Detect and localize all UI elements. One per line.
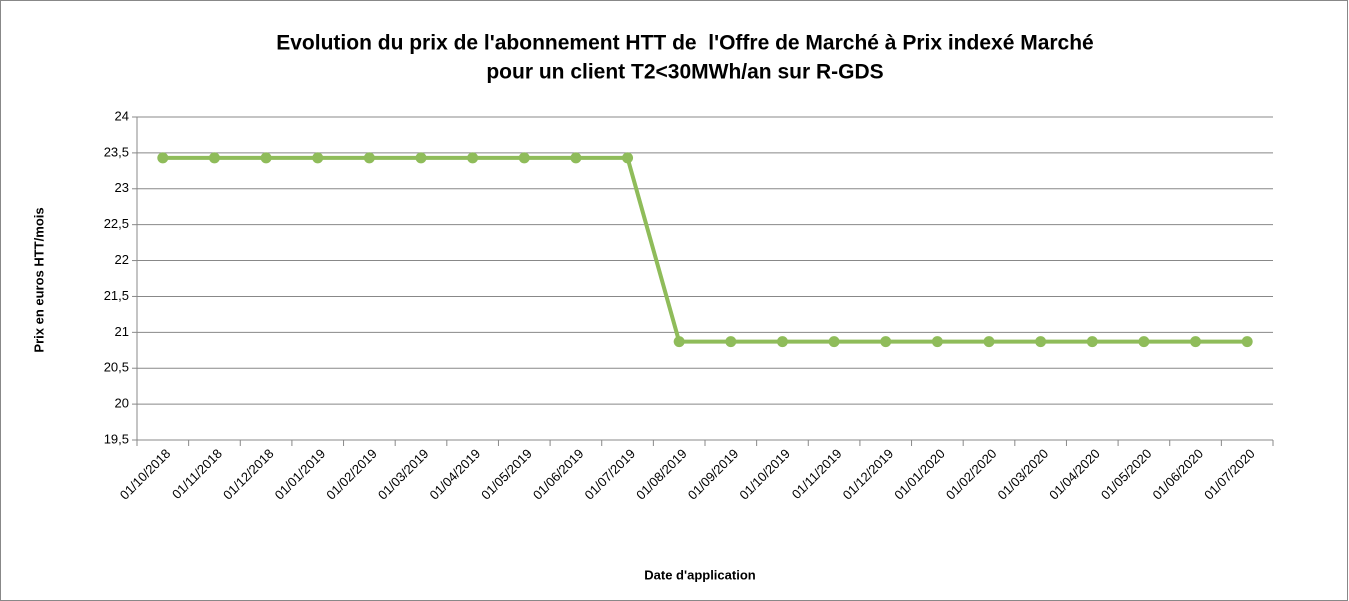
data-point <box>467 152 479 164</box>
data-point <box>415 152 427 164</box>
data-point <box>312 152 324 164</box>
data-point <box>673 336 685 348</box>
data-point <box>157 152 169 164</box>
y-axis-title: Prix en euros HTT/mois <box>31 207 46 352</box>
data-point <box>1086 336 1098 348</box>
chart-title: Evolution du prix de l'abonnement HTT de… <box>276 32 1093 55</box>
y-tick-label: 23,5 <box>104 144 129 159</box>
y-tick-label: 19,5 <box>104 431 129 446</box>
x-axis-title: Date d'application <box>644 567 755 582</box>
y-tick-label: 22 <box>115 252 129 267</box>
y-tick-label: 20 <box>115 396 129 411</box>
series-line <box>162 155 1248 344</box>
y-tick-label: 24 <box>115 108 129 123</box>
data-point <box>1190 336 1202 348</box>
y-tick-label: 21 <box>115 324 129 339</box>
y-tick-label: 23 <box>115 180 129 195</box>
chart-title: pour un client T2<30MWh/an sur R-GDS <box>486 61 883 84</box>
data-point <box>570 152 582 164</box>
data-point <box>725 336 737 348</box>
y-tick-label: 22,5 <box>104 216 129 231</box>
data-point <box>983 336 995 348</box>
data-point <box>1138 336 1150 348</box>
data-point <box>622 152 634 164</box>
data-point <box>1241 336 1253 348</box>
data-point <box>260 152 272 164</box>
y-tick-label: 21,5 <box>104 288 129 303</box>
data-point <box>828 336 840 348</box>
data-point <box>363 152 375 164</box>
data-point <box>776 336 788 348</box>
data-point <box>1035 336 1047 348</box>
data-point <box>518 152 530 164</box>
data-point <box>208 152 220 164</box>
data-point <box>880 336 892 348</box>
y-tick-label: 20,5 <box>104 360 129 375</box>
data-point <box>931 336 943 348</box>
